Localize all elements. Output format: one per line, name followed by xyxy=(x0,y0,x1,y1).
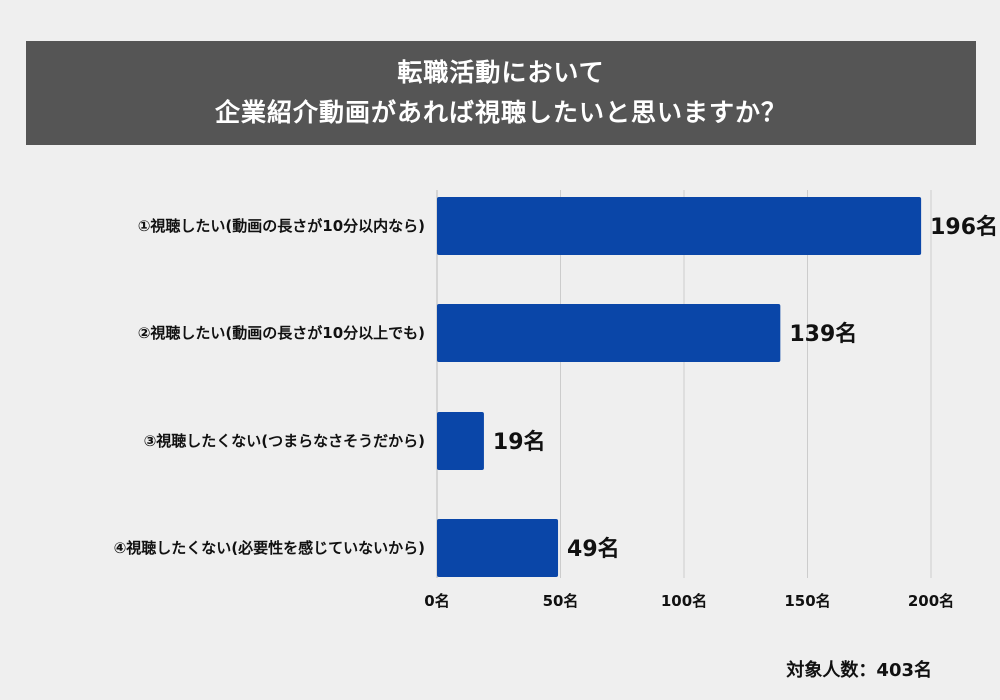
bar-1 xyxy=(437,197,922,255)
value-label-3: 19名 xyxy=(493,429,546,455)
category-label-1: ①視聴したい(動画の長さが10分以内なら) xyxy=(138,217,425,235)
bar-2 xyxy=(437,304,781,362)
category-label-2: ②視聴したい(動画の長さが10分以上でも) xyxy=(138,324,425,342)
x-tick-label-50: 50名 xyxy=(543,592,579,610)
value-label-2: 139名 xyxy=(789,321,857,347)
chart-title-line-1: 転職活動において xyxy=(397,58,605,87)
bar-4 xyxy=(437,519,559,577)
chart-title-line-2: 企業紹介動画があれば視聴したいと思いますか？ xyxy=(214,98,787,127)
chart-title-banner: 転職活動において 企業紹介動画があれば視聴したいと思いますか？ xyxy=(26,41,976,145)
x-tick-label-100: 100名 xyxy=(661,592,707,610)
bar-3 xyxy=(437,412,484,470)
x-tick-label-150: 150名 xyxy=(784,592,830,610)
x-tick-label-200: 200名 xyxy=(908,592,954,610)
category-label-3: ③視聴したくない(つまらなさそうだから) xyxy=(144,432,425,450)
category-label-4: ④視聴したくない(必要性を感じていないから) xyxy=(114,539,425,557)
value-label-4: 49名 xyxy=(567,536,620,562)
x-tick-label-0: 0名 xyxy=(424,592,449,610)
sample-size-label: 対象人数：403名 xyxy=(786,660,932,681)
value-label-1: 196名 xyxy=(930,214,998,240)
